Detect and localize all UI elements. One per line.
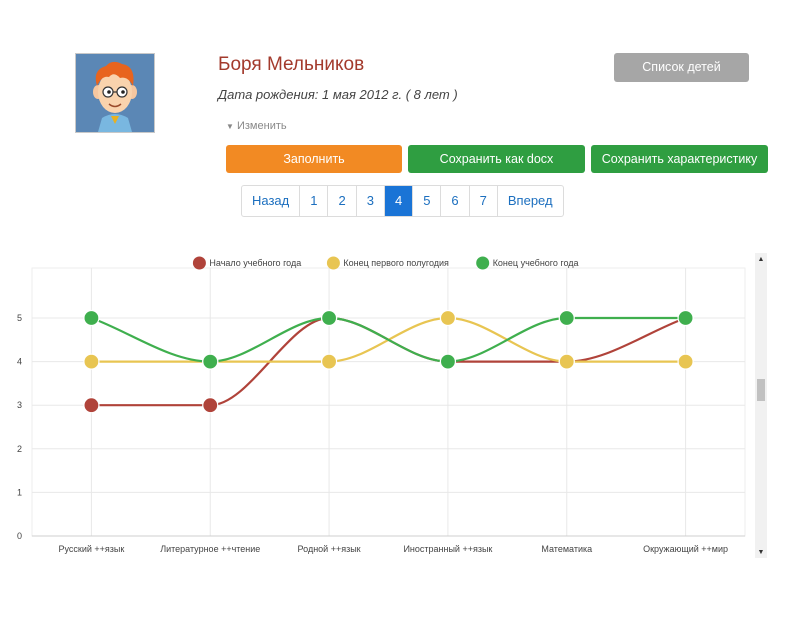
legend-marker	[326, 256, 340, 270]
x-tick-label: Окружающий ++мир	[643, 544, 728, 554]
y-tick-label: 2	[17, 444, 22, 454]
x-tick-label: Русский ++язык	[59, 544, 125, 554]
y-tick-label: 1	[17, 487, 22, 497]
y-tick-label: 3	[17, 400, 22, 410]
legend-marker	[192, 256, 206, 270]
legend-label: Конец учебного года	[493, 258, 579, 268]
scroll-thumb[interactable]	[757, 379, 765, 401]
boy-avatar-icon	[76, 54, 154, 132]
data-point	[202, 353, 219, 370]
page-link[interactable]: 7	[470, 186, 498, 216]
data-point	[320, 353, 338, 370]
page-link-active[interactable]: 4	[384, 186, 414, 216]
legend-label: Конец первого полугодия	[343, 258, 449, 268]
chart-scrollbar[interactable]: ▲ ▼	[755, 253, 767, 558]
page-link[interactable]: 3	[357, 186, 385, 216]
data-point	[439, 309, 457, 327]
page-link[interactable]: 5	[413, 186, 442, 216]
data-point	[320, 309, 338, 327]
fill-button[interactable]: Заполнить	[226, 145, 402, 173]
page-link[interactable]: 2	[328, 186, 357, 216]
birth-date: Дата рождения: 1 мая 2012 г. ( 8 лет )	[218, 87, 458, 102]
plot-area	[31, 267, 746, 537]
pagination-next[interactable]: Вперед	[507, 193, 553, 208]
grades-line-chart: 0 1 2 3 4 5 Русский ++язык Литературное ++чтени…	[17, 256, 746, 554]
page-link[interactable]: 6	[441, 186, 470, 216]
children-list-button[interactable]: Список детей	[614, 53, 749, 82]
page-link[interactable]: 1	[300, 186, 329, 216]
data-point	[677, 309, 694, 327]
legend-label: Начало учебного года	[209, 258, 301, 268]
save-docx-button[interactable]: Сохранить как docx	[408, 145, 585, 173]
save-characteristic-button[interactable]: Сохранить характеристику	[591, 145, 768, 173]
data-point	[677, 353, 694, 370]
edit-label: Изменить	[236, 120, 287, 132]
data-point	[202, 397, 219, 414]
data-point	[83, 309, 100, 327]
data-point	[83, 353, 100, 370]
child-avatar	[75, 53, 155, 133]
x-tick-label: Родной ++язык	[298, 544, 361, 554]
data-point	[83, 397, 100, 414]
pagination-prev[interactable]: Назад	[242, 186, 301, 216]
legend-marker	[476, 256, 490, 270]
caret-down-icon: ▼	[226, 122, 234, 131]
scroll-up-icon[interactable]: ▲	[757, 256, 765, 263]
x-tick-label: Иностранный ++язык	[403, 544, 492, 554]
y-tick-label: 0	[17, 531, 22, 541]
data-point	[558, 309, 575, 327]
y-tick-label: 5	[17, 313, 22, 323]
x-tick-label: Математика	[541, 544, 592, 554]
x-tick-label: Литературное ++чтение	[160, 544, 260, 554]
edit-toggle[interactable]: ▼ Изменить	[226, 120, 287, 132]
pagination: Назад 1 2 3 4 5 6 7 Вперед	[241, 185, 564, 217]
child-name: Боря Мельников	[218, 54, 365, 75]
scroll-down-icon[interactable]: ▼	[757, 549, 765, 556]
data-point	[439, 353, 457, 370]
y-tick-label: 4	[17, 357, 22, 367]
data-point	[558, 353, 575, 370]
